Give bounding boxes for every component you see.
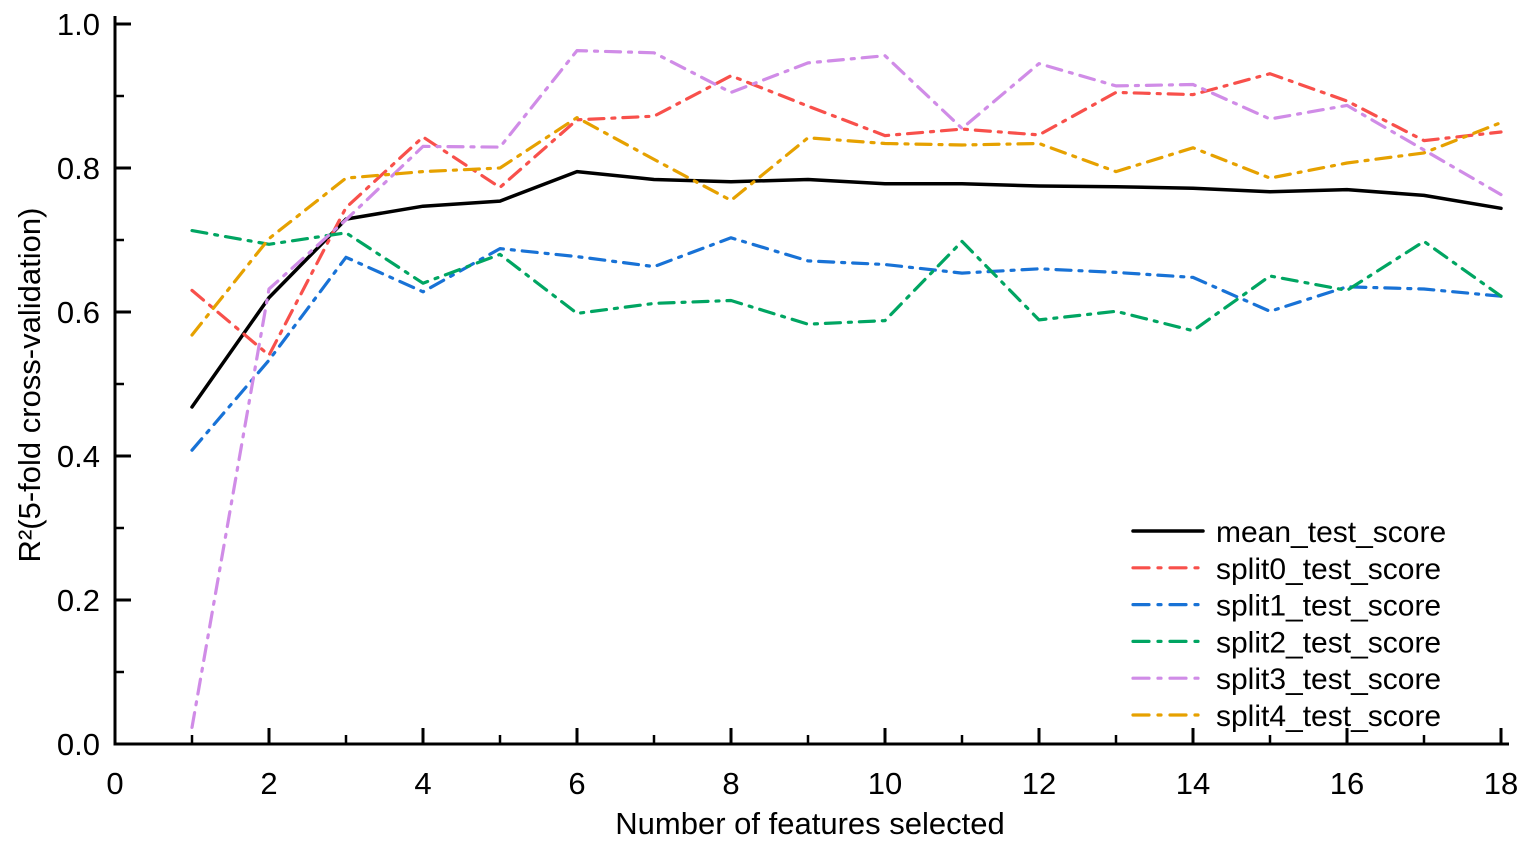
series-line-split1_test_score — [190, 236, 1503, 452]
x-tick-label: 18 — [1484, 766, 1518, 801]
y-tick-label: 0.0 — [57, 727, 100, 762]
y-axis-title: R²(5-fold cross-validation) — [12, 207, 47, 563]
x-tick-label: 14 — [1176, 766, 1210, 801]
x-tick-label: 6 — [568, 766, 585, 801]
legend-label-mean_test_score: mean_test_score — [1216, 516, 1446, 549]
legend-label-split3_test_score: split3_test_score — [1216, 663, 1441, 696]
y-tick-label: 0.2 — [57, 583, 100, 618]
x-tick-label: 12 — [1022, 766, 1056, 801]
x-tick-label: 16 — [1330, 766, 1364, 801]
y-tick-label: 0.6 — [57, 295, 100, 330]
y-tick-label: 1.0 — [57, 7, 100, 42]
legend-label-split0_test_score: split0_test_score — [1216, 553, 1441, 586]
legend-label-split1_test_score: split1_test_score — [1216, 590, 1441, 623]
x-axis-title: Number of features selected — [615, 806, 1005, 841]
series-line-split3_test_score — [190, 48, 1503, 730]
x-tick-label: 8 — [722, 766, 739, 801]
x-tick-label: 10 — [868, 766, 902, 801]
y-tick-label: 0.4 — [57, 439, 100, 474]
x-tick-label: 2 — [260, 766, 277, 801]
series-line-split2_test_score — [190, 229, 1503, 333]
legend-label-split2_test_score: split2_test_score — [1216, 626, 1441, 659]
y-tick-label: 0.8 — [57, 151, 100, 186]
legend-label-split4_test_score: split4_test_score — [1216, 700, 1441, 733]
series-line-split4_test_score — [190, 115, 1503, 337]
series-line-split0_test_score — [190, 72, 1503, 357]
series-line-mean_test_score — [190, 169, 1503, 409]
x-tick-label: 4 — [414, 766, 431, 801]
x-tick-label: 0 — [106, 766, 123, 801]
